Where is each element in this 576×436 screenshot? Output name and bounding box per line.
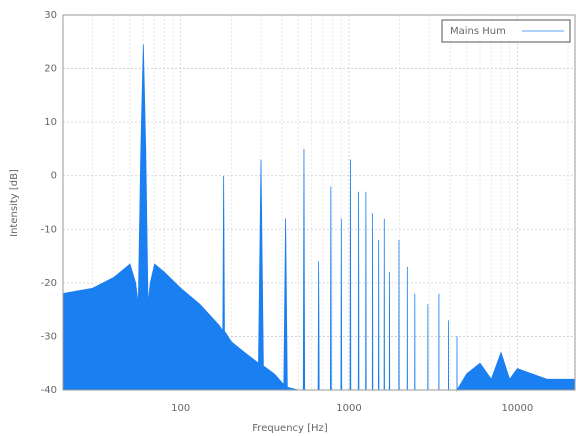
y-tick-label: 20 — [44, 64, 57, 75]
x-axis-label: Frequency [Hz] — [252, 423, 328, 434]
y-tick-label: -30 — [41, 331, 57, 342]
y-tick-label: 30 — [44, 10, 57, 21]
x-tick-label: 100 — [171, 403, 190, 414]
spectrum-area — [62, 44, 576, 392]
y-tick-label: -40 — [41, 385, 57, 396]
y-tick-label: 10 — [44, 117, 57, 128]
y-tick-label: -10 — [41, 224, 57, 235]
legend-box — [441, 19, 571, 43]
x-tick-label: 10000 — [501, 403, 533, 414]
y-axis-label: Intensity [dB] — [9, 169, 20, 237]
y-tick-label: -20 — [41, 278, 57, 289]
legend-label: Mains Hum — [450, 26, 506, 37]
legend: Mains Hum — [441, 19, 571, 43]
plot-frame — [62, 14, 576, 391]
x-tick-label: 1000 — [336, 403, 361, 414]
y-tick-label: 0 — [51, 171, 57, 182]
